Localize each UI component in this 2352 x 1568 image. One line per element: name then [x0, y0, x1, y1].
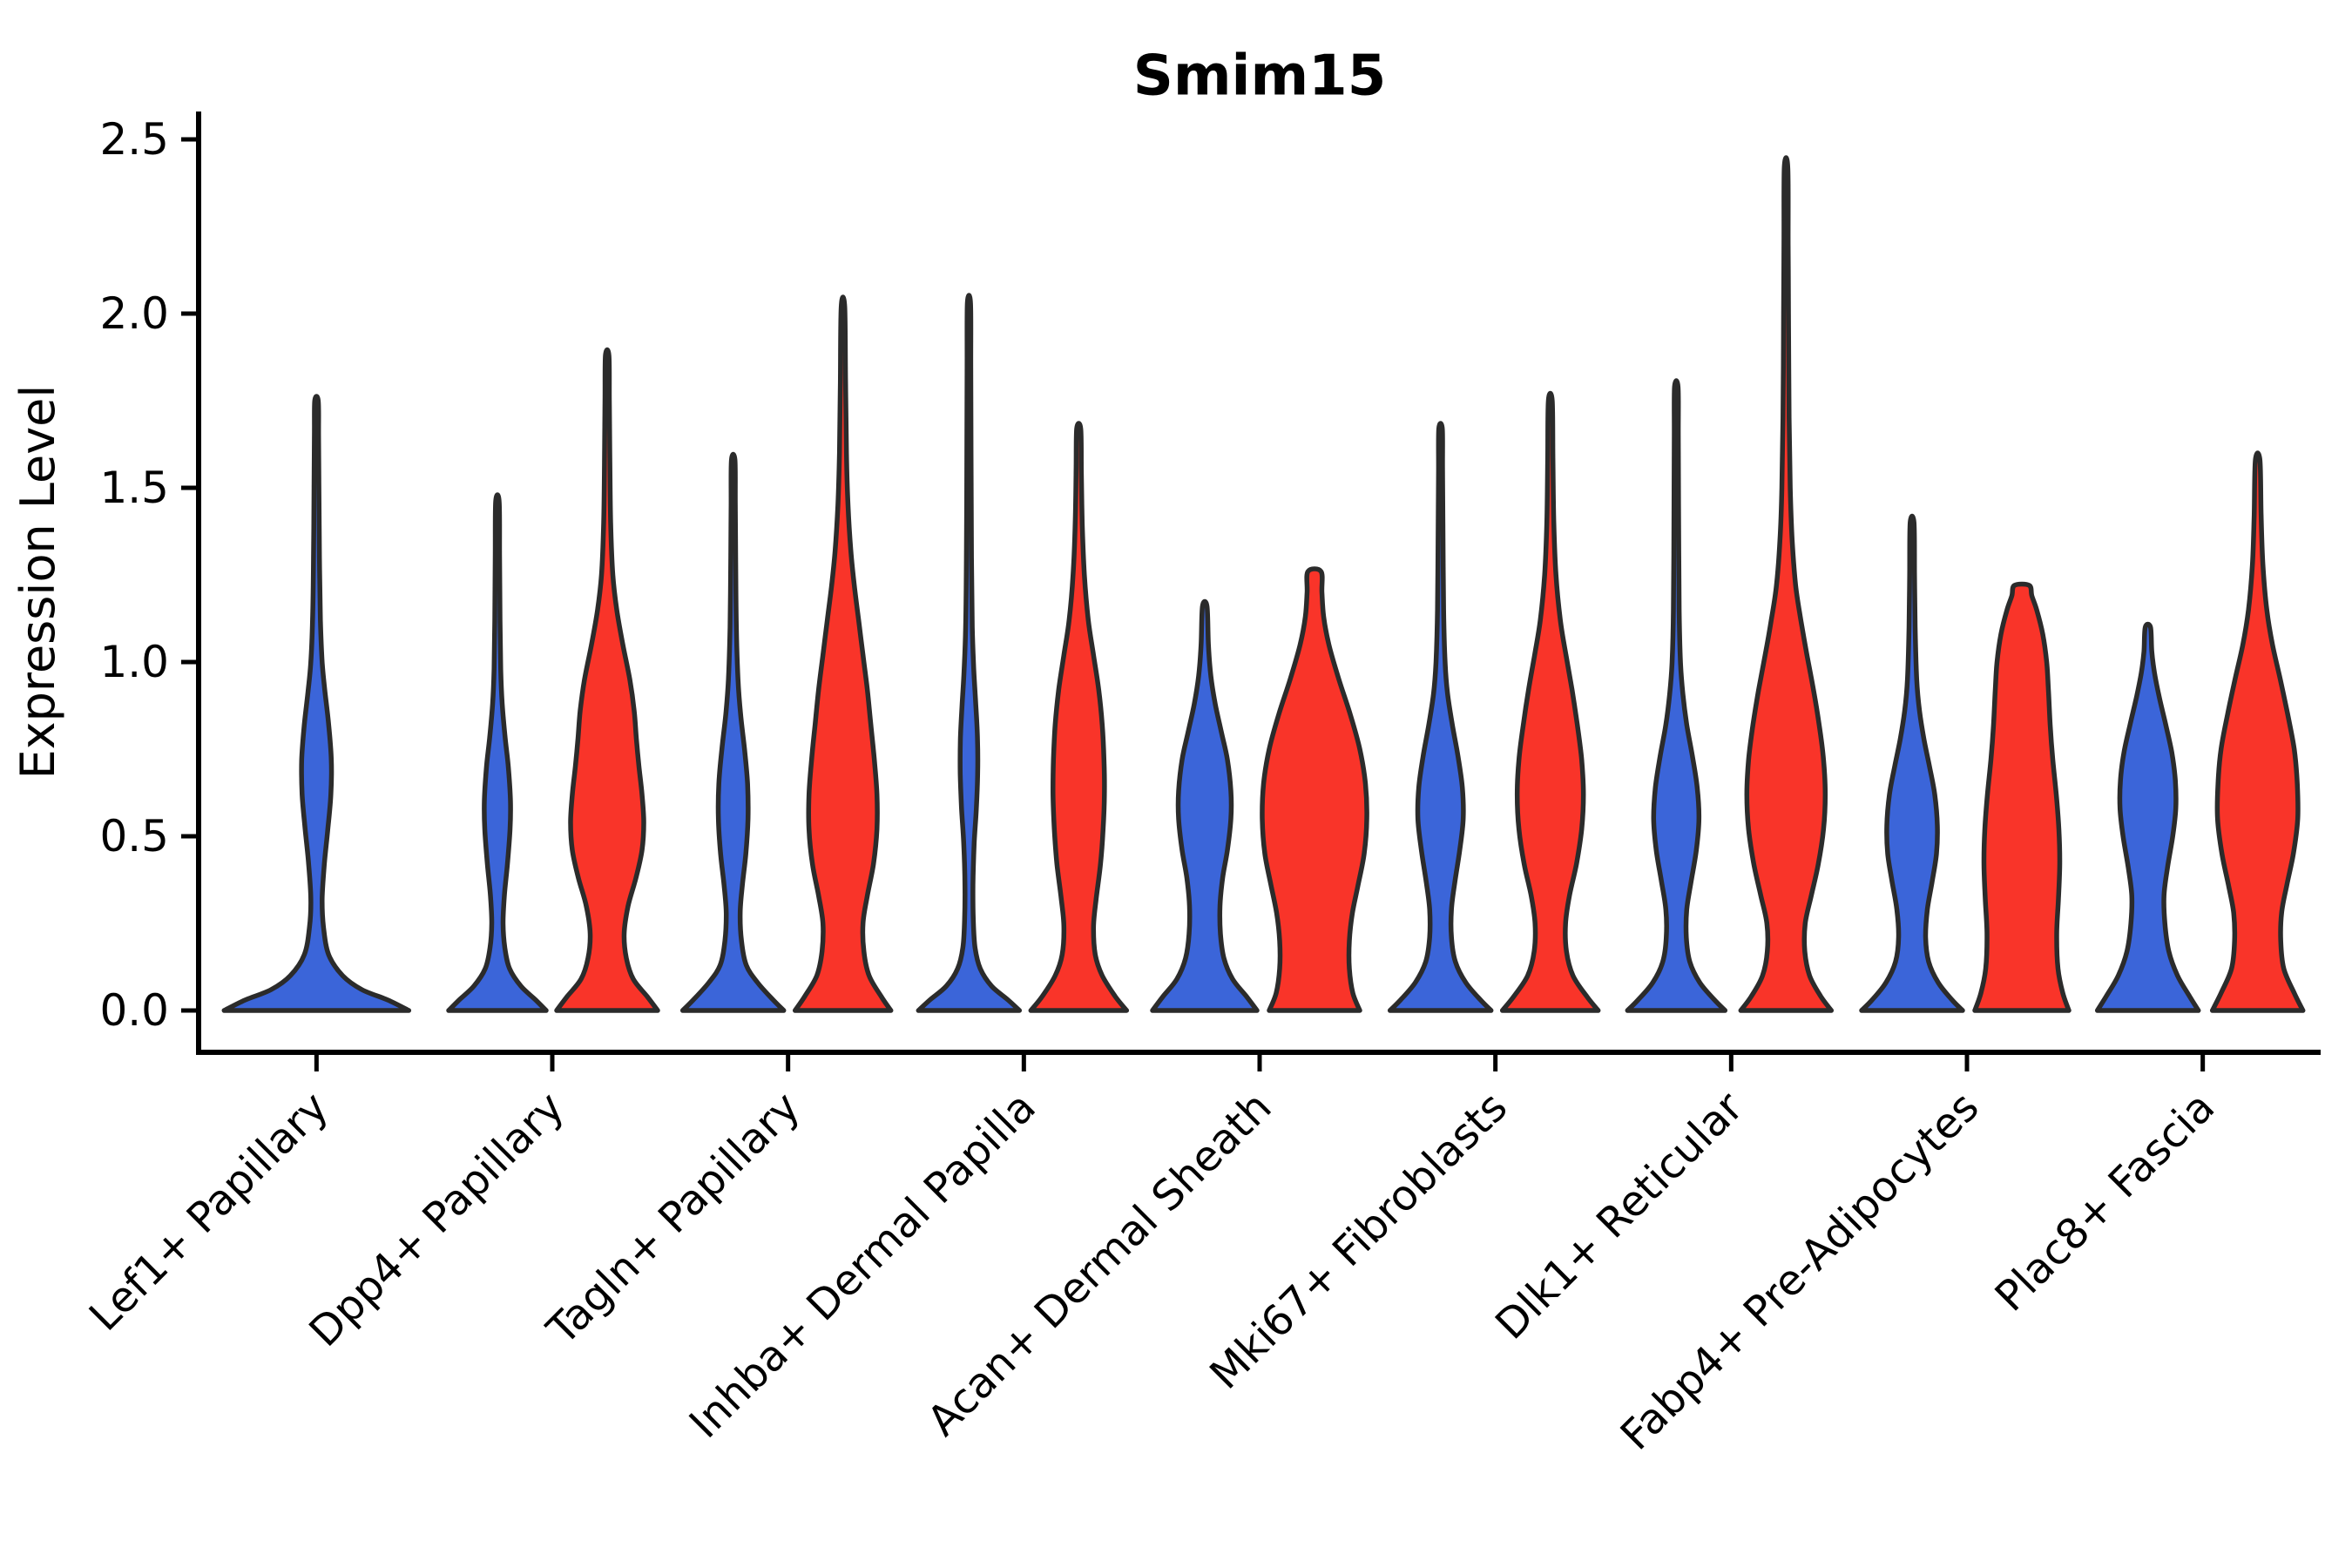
- violin-dlk1-reticular-blue: [1625, 378, 1728, 1013]
- y-tick-layer: 0.0 0.5 1.0 1.5 2.0 2.5: [99, 114, 199, 1036]
- x-tick-label-tagln-papillary: Tagln+ Papillary: [537, 1083, 809, 1355]
- y-tick-label-0: 0.0: [99, 985, 169, 1036]
- x-tick-label-dlk1-reticular: Dlk1+ Reticular: [1486, 1083, 1753, 1349]
- x-tick-label-plac8-fascia: Plac8+ Fascia: [1986, 1083, 2225, 1321]
- violin-dpp4-papillary-blue: [446, 492, 549, 1013]
- violin-fabp4-pre-adipocytes-blue: [1859, 513, 1965, 1013]
- y-tick-label-5: 2.5: [99, 114, 169, 165]
- y-tick-label-2: 1.0: [99, 637, 169, 687]
- violin-inhba-dermal-papilla-red: [1028, 421, 1130, 1013]
- violin-inhba-dermal-papilla-blue: [916, 293, 1023, 1013]
- y-tick-label-4: 2.0: [99, 288, 169, 339]
- violin-plac8-fascia-blue: [2094, 621, 2201, 1013]
- violin-plac8-fascia-red: [2209, 450, 2306, 1013]
- violin-lef1-papillary-blue: [221, 394, 412, 1013]
- violin-dpp4-papillary-red: [554, 347, 660, 1013]
- violin-tagln-papillary-blue: [679, 451, 787, 1013]
- x-tick-label-lef1-papillary: Lef1+ Papillary: [80, 1083, 338, 1341]
- violin-dlk1-reticular-red: [1738, 155, 1835, 1013]
- violins-layer: [221, 155, 2306, 1013]
- y-tick-label-1: 0.5: [99, 811, 169, 862]
- violin-acan-dermal-sheath-red: [1260, 566, 1369, 1013]
- y-tick-label-3: 1.5: [99, 463, 169, 513]
- violin-fabp4-pre-adipocytes-red: [1972, 581, 2072, 1013]
- violin-tagln-papillary-red: [792, 294, 894, 1013]
- violin-acan-dermal-sheath-blue: [1150, 598, 1260, 1013]
- violin-mki67-fibroblasts-red: [1499, 390, 1601, 1013]
- violin-mki67-fibroblasts-blue: [1387, 421, 1494, 1013]
- x-tick-label-dpp4-papillary: Dpp4+ Papillary: [300, 1083, 573, 1356]
- chart-title: Smim15: [1133, 44, 1386, 108]
- y-axis-label: Expression Level: [10, 385, 65, 780]
